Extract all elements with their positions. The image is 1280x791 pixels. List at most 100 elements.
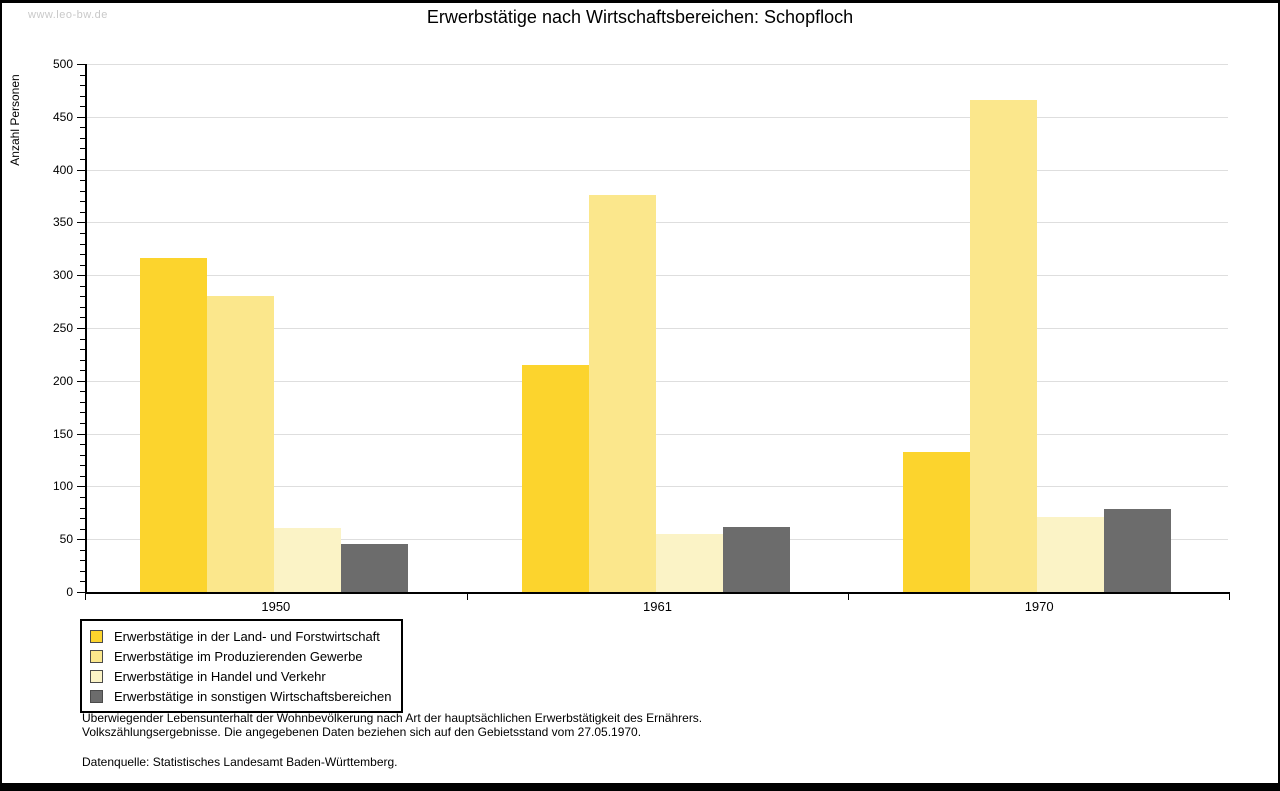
y-minor-tick [80,159,85,161]
bar-1961-series-3 [655,533,723,592]
y-minor-tick [80,581,85,583]
gridline [87,486,1228,488]
gridline [87,64,1228,65]
legend-item: Erwerbstätige im Produzierenden Gewerbe [90,646,391,666]
legend-item: Erwerbstätige in der Land- und Forstwirt… [90,626,391,646]
y-minor-tick [80,264,85,266]
x-tick-label: 1970 [1024,599,1054,614]
gridline [87,275,1228,277]
y-minor-tick [80,496,85,498]
y-major-tick [77,222,85,224]
chart: Anzahl Personen 0 50 100 150 200 250 300 350 400… [2,3,1278,783]
x-tick-label: 1950 [261,599,291,614]
y-minor-tick [80,370,85,372]
legend-item: Erwerbstätige in sonstigen Wirtschaftsbe… [90,686,391,706]
y-minor-tick [80,180,85,182]
y-minor-tick [80,570,85,572]
bar-1950-series-2 [207,296,274,592]
legend-swatch [90,649,103,663]
source-note: Datenquelle: Statistisches Landesamt Bad… [82,755,398,769]
legend-swatch [90,629,103,643]
x-boundary-tick [848,594,850,600]
y-minor-tick [80,317,85,319]
y-minor-tick [80,349,85,351]
y-tick-label: 400 [52,162,73,177]
y-minor-tick [80,211,85,213]
gridline [87,328,1228,329]
legend-label: Erwerbstätige in sonstigen Wirtschaftsbe… [114,688,392,704]
y-major-tick [77,116,85,118]
y-minor-tick [80,359,85,361]
bar-1970-series-2 [970,99,1038,592]
y-tick-label: 0 [66,585,73,599]
x-tick-label: 1961 [643,599,672,614]
y-tick-label: 500 [52,57,73,71]
y-minor-tick [80,232,85,234]
bar-1970-series-4 [1104,508,1172,592]
gridline [87,116,1228,118]
y-minor-tick [80,306,85,308]
legend-label: Erwerbstätige in Handel und Verkehr [114,668,326,684]
bar-1961-series-1 [521,364,589,592]
y-minor-tick [80,444,85,446]
y-minor-tick [80,95,85,97]
y-minor-tick [80,243,85,245]
y-minor-tick [80,137,85,139]
note-line-1: Überwiegender Lebensunterhalt der Wohnbe… [82,711,703,725]
legend-swatch [90,669,103,683]
y-minor-tick [80,296,85,298]
bar-1961-series-4 [722,526,790,592]
bar-1970-series-3 [1037,517,1105,592]
y-minor-tick [80,85,85,87]
y-major-tick [77,486,85,488]
y-minor-tick [80,74,85,76]
y-minor-tick [80,106,85,108]
legend-swatch [90,689,103,703]
legend-item: Erwerbstätige in Handel und Verkehr [90,666,391,686]
y-minor-tick [80,391,85,393]
y-minor-tick [80,528,85,530]
y-minor-tick [80,190,85,192]
x-boundary-tick [466,594,468,600]
bar-1970-series-1 [903,451,971,592]
y-major-tick [77,169,85,171]
gridline [87,222,1228,224]
y-minor-tick [80,549,85,551]
y-minor-tick [80,127,85,129]
y-major-tick [77,328,85,329]
bar-1950-series-1 [140,258,207,592]
y-minor-tick [80,148,85,150]
watermark: www.leo-bw.de [28,9,108,21]
y-tick-label: 350 [52,215,73,230]
footnotes: Überwiegender Lebensunterhalt der Wohnbe… [82,711,702,769]
plot-area [85,64,1230,594]
y-minor-tick [80,401,85,403]
gridline [87,433,1228,435]
y-major-tick [77,433,85,435]
legend-label: Erwerbstätige in der Land- und Forstwirt… [114,628,380,644]
y-axis-title: Anzahl Personen [8,74,22,166]
legend-label: Erwerbstätige im Produzierenden Gewerbe [114,648,363,664]
gridline [87,169,1228,171]
y-major-tick [77,539,85,541]
note-line-2: Volkszählungsergebnisse. Die angegebenen… [82,725,642,739]
y-major-tick [77,592,85,593]
y-minor-tick [80,454,85,456]
y-tick-label: 100 [52,479,73,494]
chart-title: Erwerbstätige nach Wirtschaftsbereichen:… [426,7,854,27]
x-boundary-tick [1229,594,1230,600]
y-minor-tick [80,475,85,477]
x-boundary-tick [85,594,86,600]
y-minor-tick [80,423,85,425]
y-tick-label: 150 [52,426,73,441]
bar-1961-series-2 [588,194,656,592]
y-tick-label: 200 [52,373,73,388]
y-minor-tick [80,412,85,414]
y-minor-tick [80,507,85,509]
y-minor-tick [80,465,85,467]
y-minor-tick [80,201,85,203]
y-minor-tick [80,560,85,562]
y-minor-tick [80,338,85,340]
gridline [87,380,1228,382]
